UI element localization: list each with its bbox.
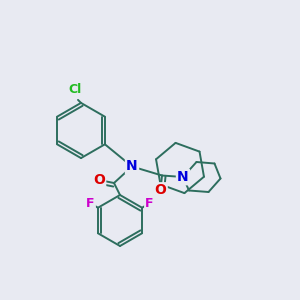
Text: Cl: Cl	[68, 83, 82, 96]
Text: F: F	[86, 197, 95, 210]
Text: N: N	[177, 170, 189, 184]
Text: N: N	[126, 160, 138, 173]
Text: F: F	[145, 197, 154, 210]
Text: O: O	[93, 173, 105, 187]
Text: O: O	[154, 184, 166, 197]
